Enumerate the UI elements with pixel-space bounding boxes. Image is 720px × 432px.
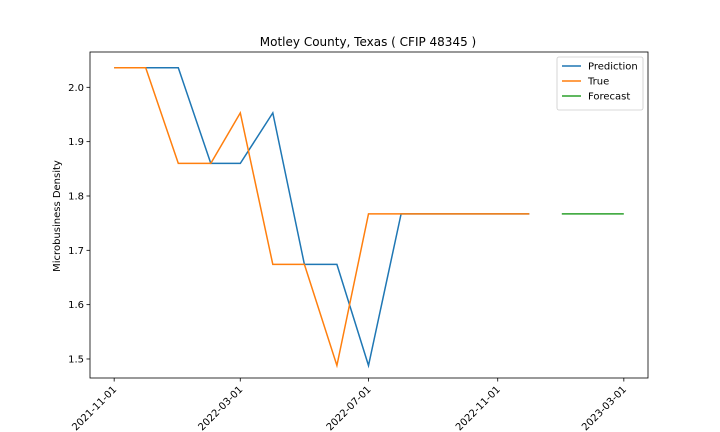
series-group [114,67,624,369]
legend-label: Prediction [588,62,638,73]
plot-area [89,51,649,379]
legend: Prediction True Forecast [556,56,644,111]
y-tick-label: 1.9 [68,137,84,148]
legend-label: Forecast [588,92,630,103]
y-tick-label: 2.0 [68,83,84,94]
y-tick-label: 1.6 [68,300,84,311]
y-tick-label: 1.7 [68,246,84,257]
x-tick-label: 2023-03-01 [580,384,629,432]
y-axis-label: Microbusiness Density [52,160,63,272]
y-tick-label: 1.8 [68,191,84,202]
y-tick-label: 1.5 [68,354,84,365]
legend-label: True [587,77,609,88]
series-line-true [114,67,530,369]
x-axis: 2021-11-01 2022-03-01 2022-07-01 2022-11-01… [70,378,629,432]
x-tick-label: 2022-07-01 [325,384,374,432]
chart-title: Motley County, Texas ( CFIP 48345 ) [260,35,476,49]
plot-frame [89,51,649,379]
x-tick-label: 2022-11-01 [454,384,503,432]
x-tick-label: 2022-03-01 [197,384,246,432]
y-axis: 1.5 1.6 1.7 1.8 1.9 2.0 [68,83,90,365]
series-line-prediction [114,67,530,369]
x-tick-label: 2021-11-01 [70,384,119,432]
